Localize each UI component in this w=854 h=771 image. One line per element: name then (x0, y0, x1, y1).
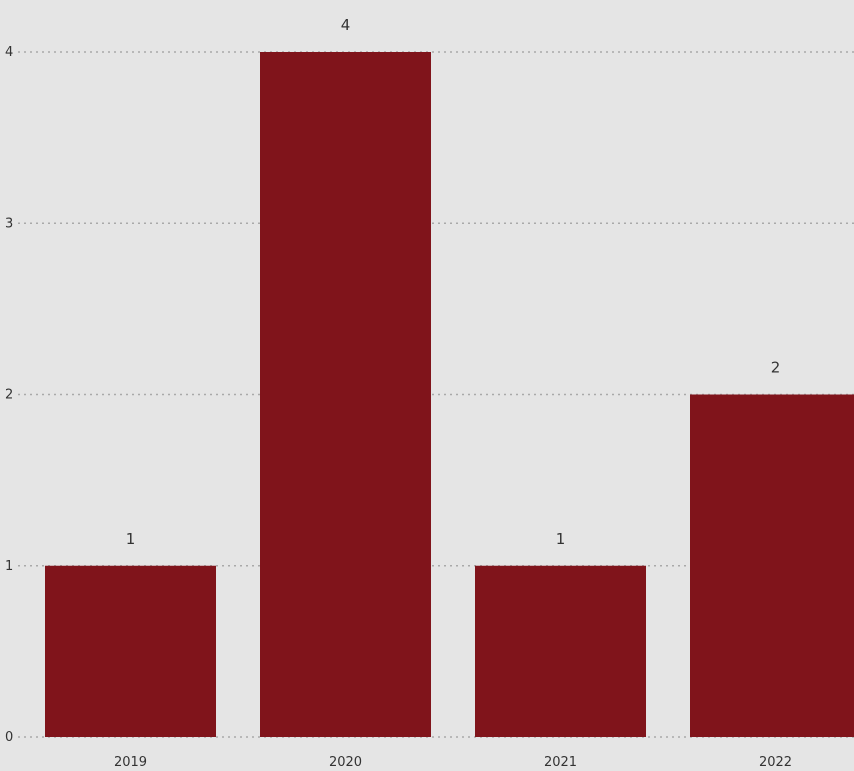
x-tick-label-2021: 2021 (544, 755, 577, 770)
x-tick-label-2019: 2019 (114, 755, 147, 770)
data-label-2021: 1 (556, 530, 566, 548)
data-label-2022: 2 (771, 359, 781, 377)
bar-2020 (260, 52, 431, 737)
y-tick-label-4: 4 (5, 45, 13, 60)
y-axis-tick-labels: 0 1 2 3 4 (5, 45, 13, 745)
y-tick-label-3: 3 (5, 216, 13, 231)
bars (45, 52, 854, 737)
x-tick-label-2020: 2020 (329, 755, 362, 770)
x-axis-tick-labels: 2019 2020 2021 2022 (114, 755, 792, 770)
data-labels: 1 4 1 2 (126, 16, 781, 548)
y-tick-label-1: 1 (5, 559, 13, 574)
y-tick-label-0: 0 (5, 730, 13, 745)
bar-2019 (45, 565, 216, 737)
y-tick-label-2: 2 (5, 388, 13, 403)
bar-2022 (690, 394, 854, 737)
data-label-2019: 1 (126, 530, 136, 548)
data-label-2020: 4 (341, 16, 351, 34)
x-tick-label-2022: 2022 (759, 755, 792, 770)
bar-2021 (475, 565, 646, 737)
